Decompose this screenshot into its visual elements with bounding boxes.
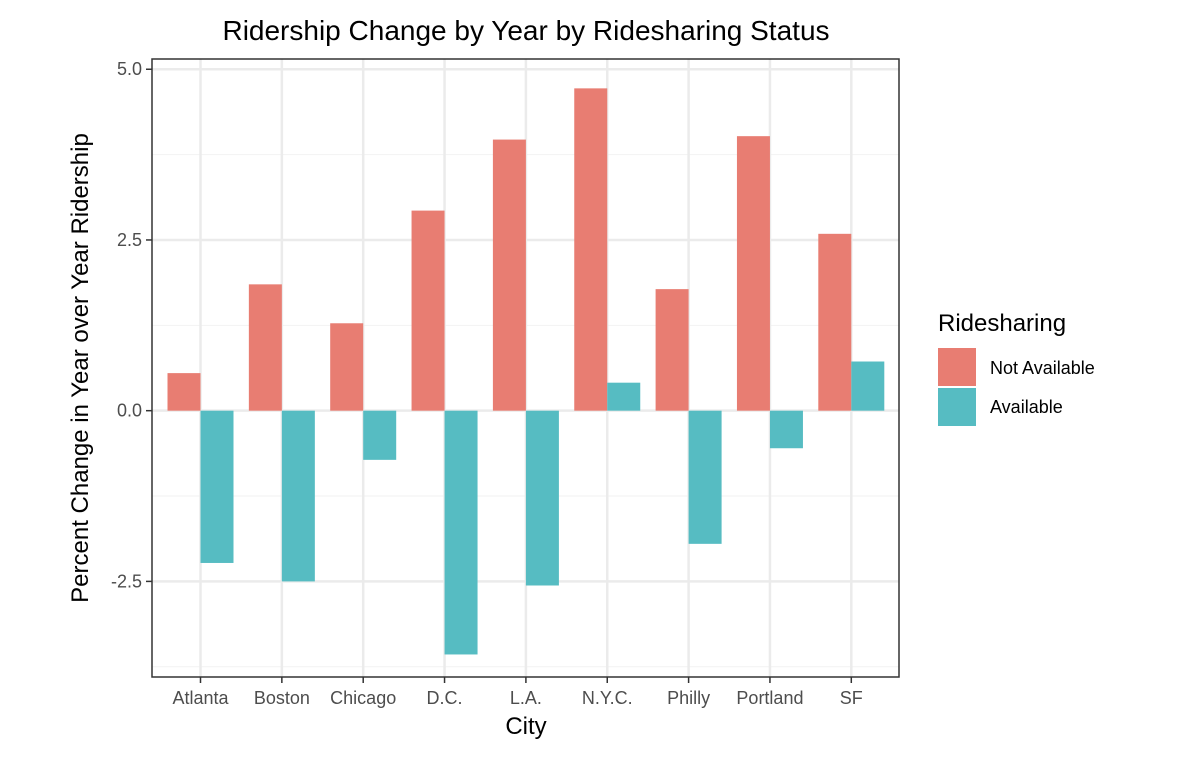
bar-available [281, 410, 315, 582]
x-tick-label: Philly [667, 688, 710, 708]
legend-label-available: Available [990, 397, 1063, 417]
bar-not-available [655, 289, 689, 411]
bar-available [688, 410, 722, 544]
bar-available [851, 361, 885, 411]
y-tick-label: 0.0 [117, 401, 142, 421]
x-axis-ticks: Atlanta Boston Chicago D.C. L.A. N.Y.C. Philly… [172, 677, 863, 708]
x-tick-label: D.C. [427, 688, 463, 708]
bar-not-available [248, 284, 282, 411]
legend-label-not-available: Not Available [990, 358, 1095, 378]
bar-not-available [411, 210, 445, 411]
bars [167, 88, 885, 655]
bar-available [769, 410, 803, 449]
x-tick-label: Boston [254, 688, 310, 708]
x-tick-label: Atlanta [172, 688, 229, 708]
x-tick-label: SF [840, 688, 863, 708]
x-tick-label: Portland [736, 688, 803, 708]
bar-not-available [167, 373, 201, 411]
x-tick-label: N.Y.C. [582, 688, 633, 708]
x-tick-label: Chicago [330, 688, 396, 708]
bar-available [525, 410, 559, 586]
legend-title: Ridesharing [938, 310, 1066, 337]
y-tick-label: -2.5 [111, 571, 142, 591]
legend: Ridesharing Not Available Available [938, 310, 1095, 426]
y-axis-title: Percent Change in Year over Year Ridersh… [67, 133, 94, 603]
bar-not-available [818, 233, 852, 411]
y-tick-label: 5.0 [117, 59, 142, 79]
bar-available [607, 382, 641, 411]
bar-available [444, 410, 478, 655]
bar-not-available [492, 139, 526, 411]
legend-swatch-available [938, 388, 976, 426]
bar-not-available [736, 136, 770, 411]
bar-not-available [330, 323, 364, 411]
x-axis-title: City [505, 713, 546, 740]
x-tick-label: L.A. [510, 688, 542, 708]
legend-swatch-not-available [938, 348, 976, 386]
y-tick-label: 2.5 [117, 230, 142, 250]
bar-available [363, 410, 397, 460]
bar-not-available [574, 88, 608, 411]
bar-available [200, 410, 234, 563]
chart-title: Ridership Change by Year by Ridesharing … [222, 15, 829, 46]
y-axis-ticks: -2.5 0.0 2.5 5.0 [111, 59, 152, 591]
